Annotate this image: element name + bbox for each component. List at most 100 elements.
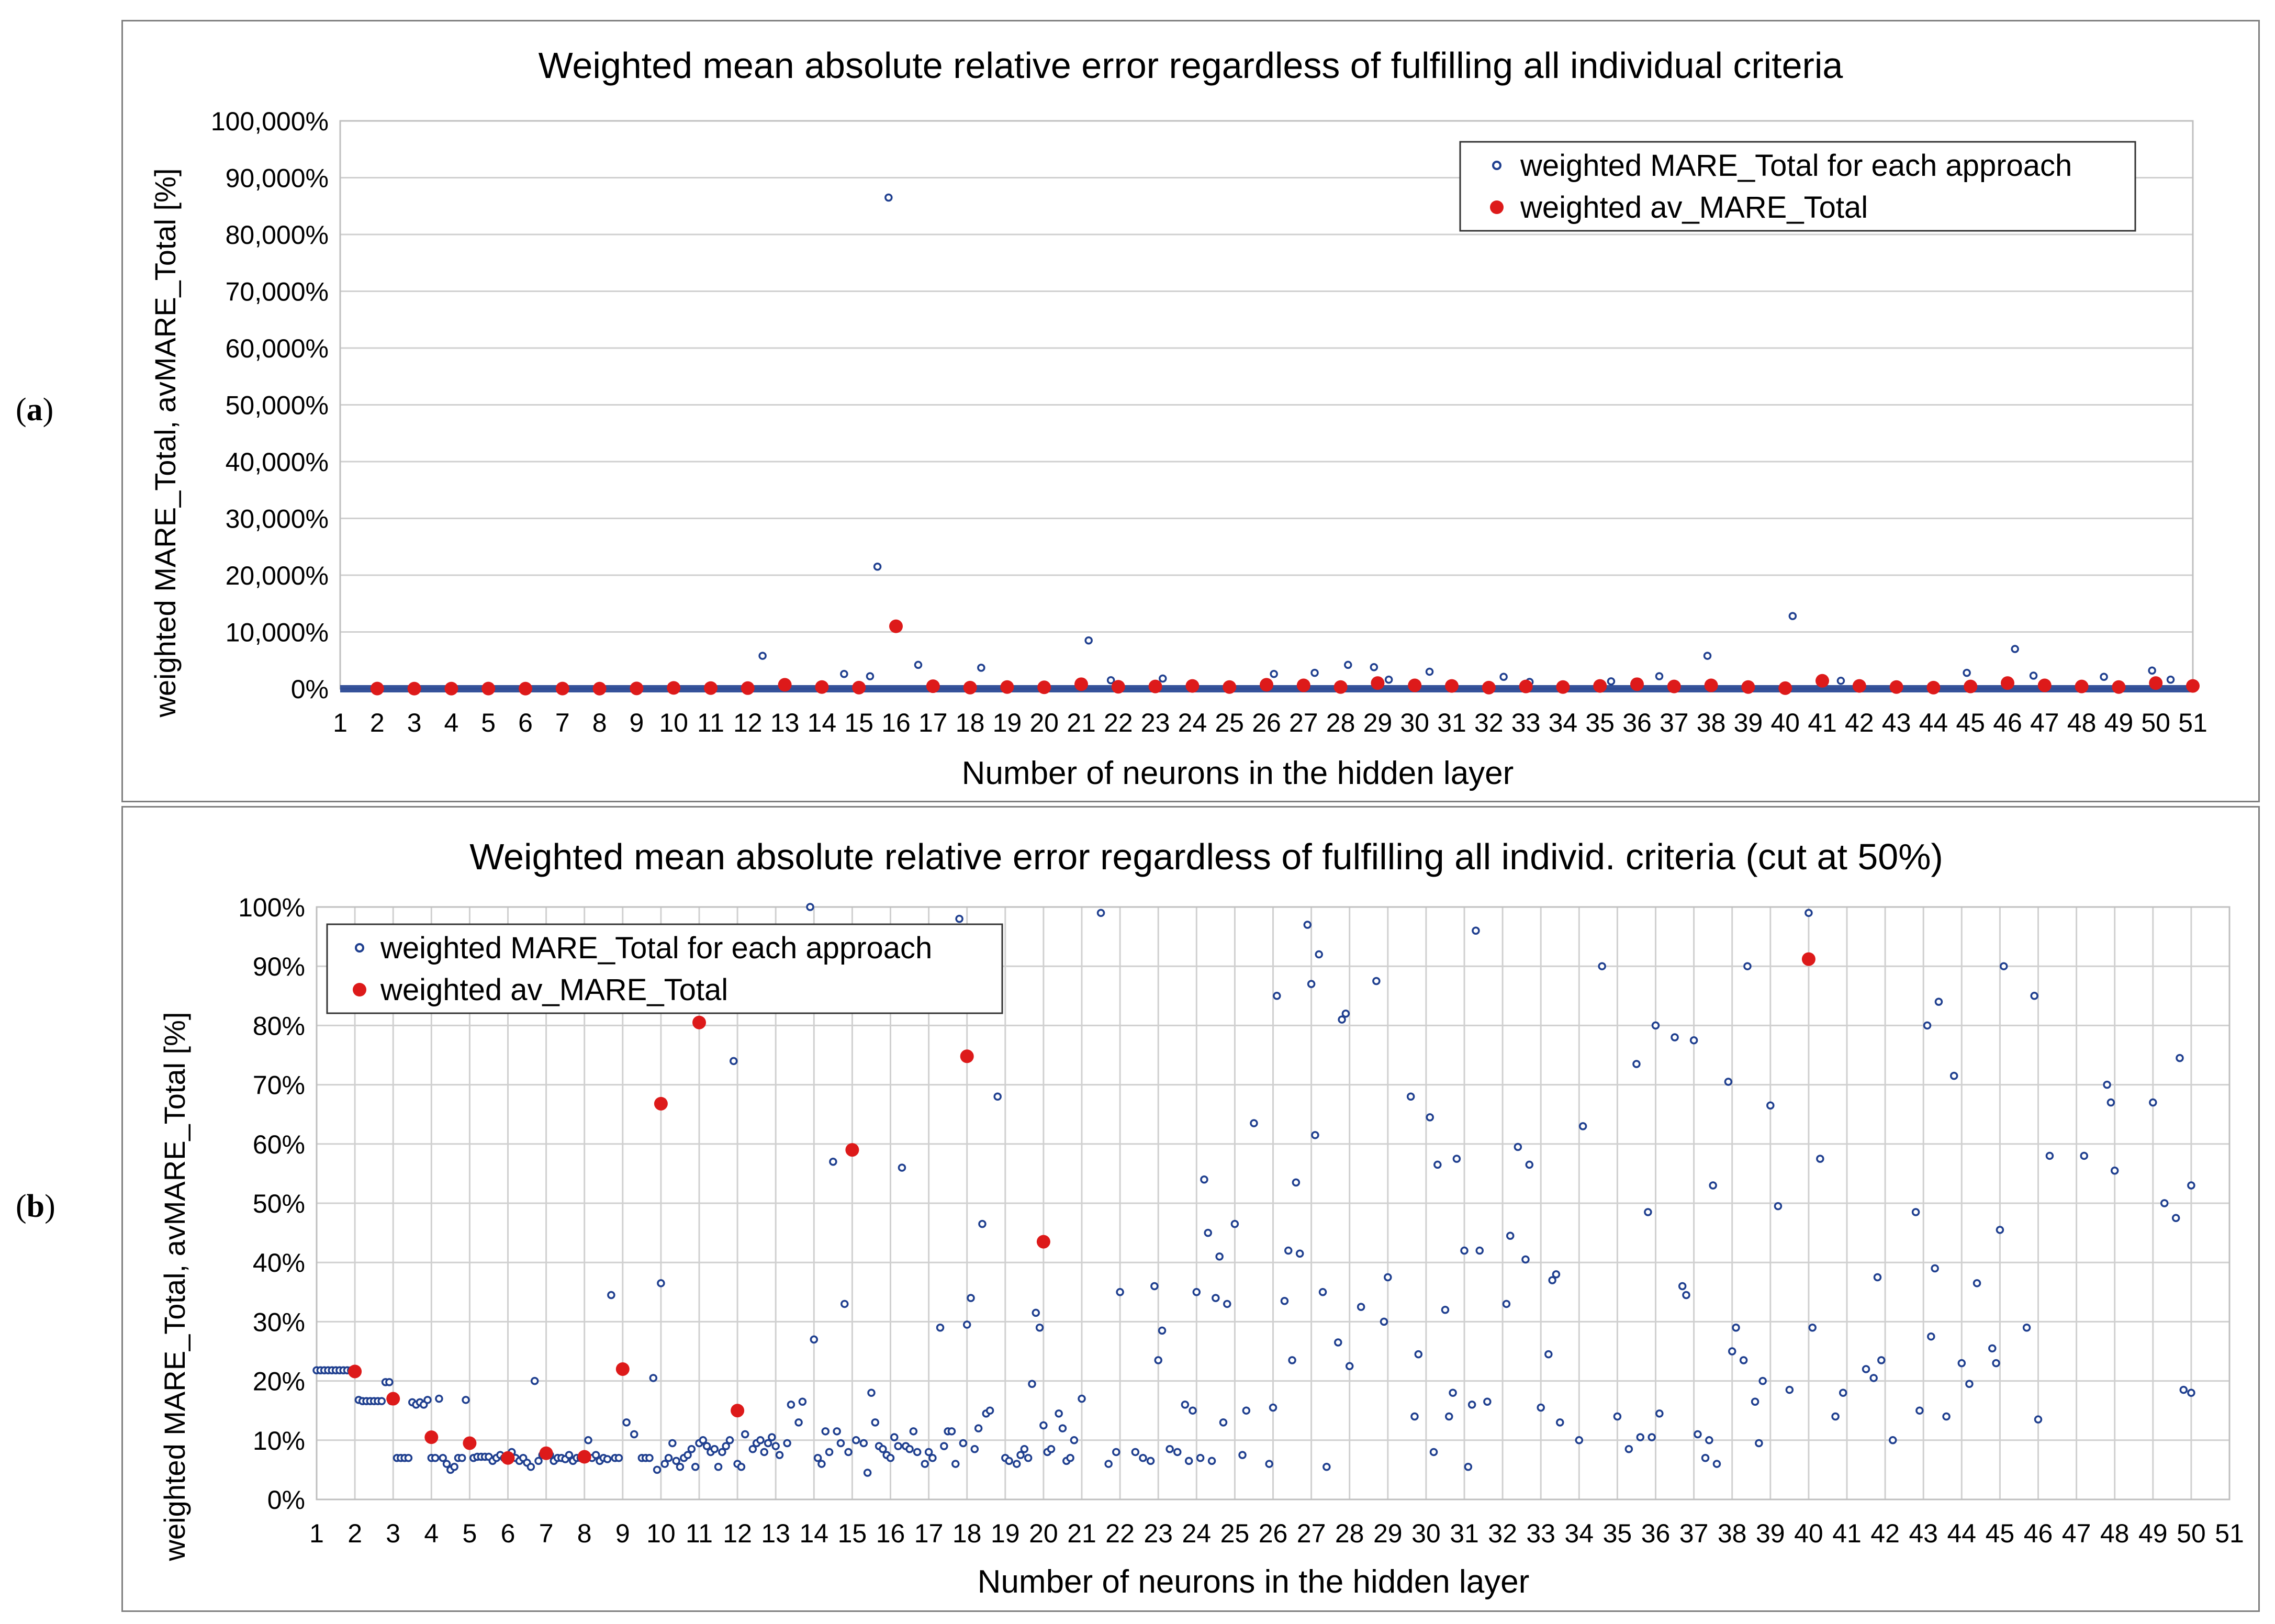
chartB-mare-point-227 [1357, 1303, 1365, 1311]
chartA-x-tick-6: 7 [555, 708, 570, 737]
chartB-mare-point-122 [825, 1448, 834, 1457]
chartB-y-tick-2: 20% [253, 1367, 305, 1396]
chartB-mare-point-278 [1728, 1347, 1736, 1356]
chartB-mare-point-275 [1709, 1181, 1717, 1190]
chartB-y-tick-4: 40% [253, 1248, 305, 1278]
chart-b-series-mare [312, 903, 2195, 1477]
chartB-mare-point-232 [1410, 1412, 1419, 1421]
chartB-mare-point-280 [1739, 1356, 1748, 1364]
chartA-x-tick-44: 45 [1956, 708, 1985, 737]
chartB-x-tick-0: 1 [309, 1519, 324, 1548]
chartB-mare-point-62 [565, 1451, 574, 1459]
chartB-mare-point-259 [1598, 962, 1606, 970]
chartB-mare-point-153 [959, 1439, 968, 1448]
chartB-mare-point-79 [645, 1454, 654, 1462]
chartA-avg-point-46 [2075, 679, 2089, 693]
chartA-y-tick-7: 70,000% [226, 277, 329, 307]
chart-a-legend-mare-marker [1492, 161, 1501, 170]
chartB-mare-point-320 [2110, 1166, 2119, 1175]
chartB-mare-point-206 [1238, 1451, 1247, 1459]
chartB-mare-point-121 [821, 1427, 830, 1436]
chartA-avg-point-14 [889, 619, 903, 633]
chart-a-series-avg [370, 619, 2200, 696]
chartA-mare-point-14 [1384, 675, 1393, 684]
chartA-avg-point-35 [1667, 679, 1681, 693]
chartB-mare-point-247 [1502, 1300, 1511, 1308]
chartB-x-tick-48: 49 [2138, 1519, 2168, 1548]
chartB-mare-point-283 [1755, 1439, 1763, 1448]
chartB-x-tick-34: 35 [1603, 1519, 1632, 1548]
chart-b-legend: weighted MARE_Total for each approach we… [326, 923, 1003, 1014]
chartA-mare-point-16 [1499, 673, 1508, 681]
chartB-avg-point-1 [386, 1392, 400, 1406]
chartB-mare-point-136 [886, 1454, 895, 1462]
chartB-mare-point-319 [2106, 1098, 2115, 1107]
chartA-mare-point-6 [977, 664, 985, 672]
chartB-mare-point-205 [1230, 1219, 1239, 1228]
chartB-mare-point-235 [1429, 1448, 1438, 1457]
chartA-x-tick-15: 16 [881, 708, 911, 737]
chartA-y-tick-8: 80,000% [226, 220, 329, 250]
chartA-avg-point-30 [1482, 680, 1496, 695]
chartB-mare-point-189 [1154, 1356, 1162, 1364]
chartB-mare-point-243 [1467, 1401, 1476, 1409]
chartA-avg-point-22 [1185, 679, 1200, 693]
chartB-x-tick-1: 2 [348, 1519, 362, 1548]
chartB-mare-point-137 [890, 1433, 899, 1441]
chartB-x-tick-47: 48 [2100, 1519, 2130, 1548]
chartA-mare-point-22 [1836, 677, 1845, 685]
chartB-mare-point-97 [714, 1462, 723, 1471]
chartB-mare-point-103 [737, 1462, 746, 1471]
chartB-mare-point-270 [1682, 1291, 1690, 1300]
chartA-mare-point-0 [758, 652, 767, 660]
chartB-x-tick-44: 45 [1986, 1519, 2015, 1548]
chartB-mare-point-30 [431, 1454, 440, 1462]
chartA-avg-point-33 [1593, 679, 1607, 693]
chartB-x-tick-38: 39 [1756, 1519, 1785, 1548]
chartB-mare-point-74 [614, 1454, 623, 1462]
chartB-mare-point-209 [1265, 1460, 1273, 1468]
chartB-mare-point-228 [1372, 977, 1381, 985]
chartB-x-tick-50: 51 [2215, 1519, 2244, 1548]
chartB-mare-point-315 [2034, 1415, 2043, 1424]
chartA-avg-point-6 [592, 681, 607, 696]
chartA-x-tick-19: 20 [1029, 708, 1059, 737]
chart-a-legend: weighted MARE_Total for each approach we… [1459, 141, 2136, 232]
panel-label-a-open: ( [16, 392, 27, 428]
chartB-mare-point-196 [1192, 1288, 1201, 1296]
chartB-mare-point-115 [794, 1418, 803, 1427]
chartA-x-tick-9: 10 [659, 708, 688, 737]
chartB-mare-point-322 [2160, 1199, 2169, 1207]
chartB-x-tick-37: 38 [1718, 1519, 1747, 1548]
chartA-avg-point-25 [1296, 678, 1310, 692]
chart-b-series-avg [348, 952, 1815, 1465]
chartA-mare-point-27 [2148, 666, 2156, 675]
chartB-mare-point-109 [764, 1439, 772, 1448]
chartA-x-tick-41: 42 [1845, 708, 1874, 737]
chartB-mare-point-94 [702, 1442, 711, 1450]
chartB-avg-point-10 [731, 1404, 745, 1418]
chartB-mare-point-202 [1215, 1252, 1224, 1261]
chartA-x-tick-31: 32 [1474, 708, 1504, 737]
chartB-mare-point-211 [1273, 992, 1281, 1000]
chartA-mare-point-10 [1270, 670, 1278, 678]
chartB-mare-point-317 [2080, 1151, 2088, 1160]
chartB-mare-point-171 [1035, 1323, 1044, 1332]
chartB-mare-point-38 [462, 1396, 470, 1404]
chartB-x-tick-14: 15 [838, 1519, 867, 1548]
chartA-x-tick-28: 29 [1363, 708, 1393, 737]
chartA-x-tick-40: 41 [1808, 708, 1837, 737]
chartB-mare-point-305 [1949, 1071, 1958, 1080]
chartB-mare-point-117 [806, 903, 814, 911]
chartB-mare-point-119 [813, 1454, 822, 1462]
chartA-avg-point-36 [1704, 678, 1718, 692]
chartB-x-tick-30: 31 [1450, 1519, 1479, 1548]
chartA-avg-point-13 [852, 680, 866, 695]
chartB-mare-point-301 [1927, 1332, 1935, 1341]
chartA-avg-point-19 [1074, 677, 1088, 691]
chartB-mare-point-158 [978, 1219, 987, 1228]
chartA-y-tick-3: 30,000% [226, 505, 329, 534]
chartB-mare-point-204 [1223, 1300, 1231, 1308]
chartB-mare-point-309 [1988, 1344, 1997, 1353]
chartB-mare-point-250 [1521, 1255, 1530, 1264]
